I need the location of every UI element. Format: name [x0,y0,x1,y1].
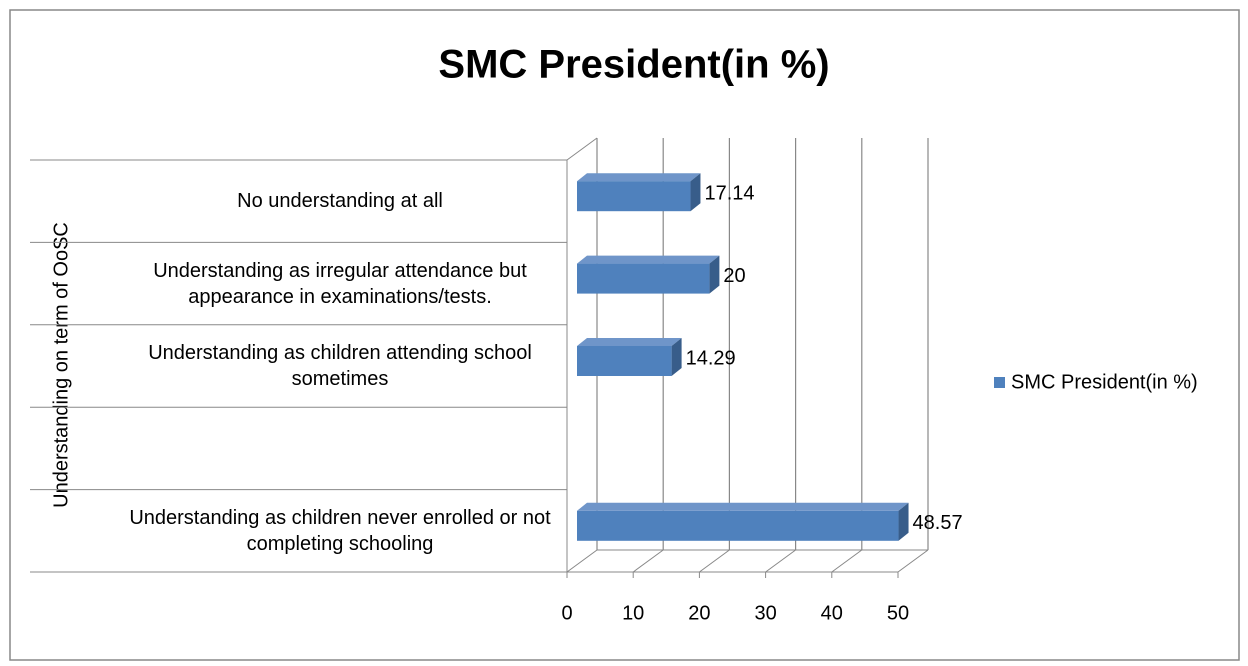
bar [577,502,909,541]
y-axis-title: Understanding on term of OoSC [50,222,72,508]
floor-grid-line [566,549,598,573]
x-tick-label: 20 [688,602,710,624]
bar-side [690,173,701,212]
bar-front [577,263,710,294]
bar-side [898,502,909,541]
chart-title: SMC President(in %) [438,43,829,87]
chart-border [9,9,1240,661]
bar [577,338,682,376]
bar-front [577,346,672,376]
bar [577,255,720,294]
floor-grid-line [831,549,863,573]
bar-front [577,181,691,212]
x-tick-label: 30 [754,602,776,624]
bar-top [577,173,701,182]
legend-label: SMC President(in %) [1011,371,1198,393]
y-tick-label: Understanding as irregular attendance bu… [153,259,527,308]
x-tick-label: 40 [821,602,843,624]
bar [577,173,701,212]
bar-top [577,338,682,346]
data-label: 20 [723,265,745,287]
legend-swatch [994,377,1005,388]
data-label: 14.29 [686,347,736,369]
x-tick-label: 0 [561,602,572,624]
bar-top [577,255,720,264]
bar-side [709,255,720,294]
bar-side [671,338,682,376]
bar-top [577,502,909,511]
data-label: 48.57 [913,512,963,534]
floor-grid-line [699,549,730,573]
y-tick-label: Understanding as children never enrolled… [129,506,551,555]
data-label: 17.14 [704,182,754,204]
x-tick-label: 10 [622,602,644,624]
y-tick-label: No understanding at all [237,190,443,213]
wall-edge [566,137,598,161]
floor-grid-line [632,549,664,573]
x-tick-label: 50 [887,602,909,624]
floor-grid-line [897,549,929,573]
y-tick-label: Understanding as children attending scho… [148,342,532,390]
bar-front [577,510,899,541]
floor-grid-line [765,549,796,573]
